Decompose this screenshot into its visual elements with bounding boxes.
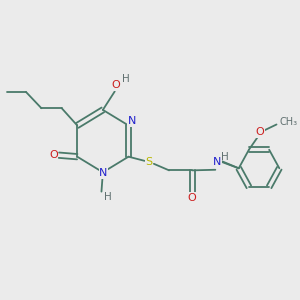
Text: O: O [188, 193, 197, 203]
Text: O: O [255, 127, 264, 137]
Text: H: H [104, 192, 112, 202]
Text: O: O [112, 80, 121, 90]
Text: N: N [213, 157, 221, 167]
Text: H: H [221, 152, 229, 162]
Text: CH₃: CH₃ [280, 117, 298, 127]
Text: H: H [122, 74, 129, 84]
Text: N: N [128, 116, 136, 126]
Text: S: S [145, 157, 152, 167]
Text: O: O [49, 150, 58, 160]
Text: N: N [99, 168, 108, 178]
